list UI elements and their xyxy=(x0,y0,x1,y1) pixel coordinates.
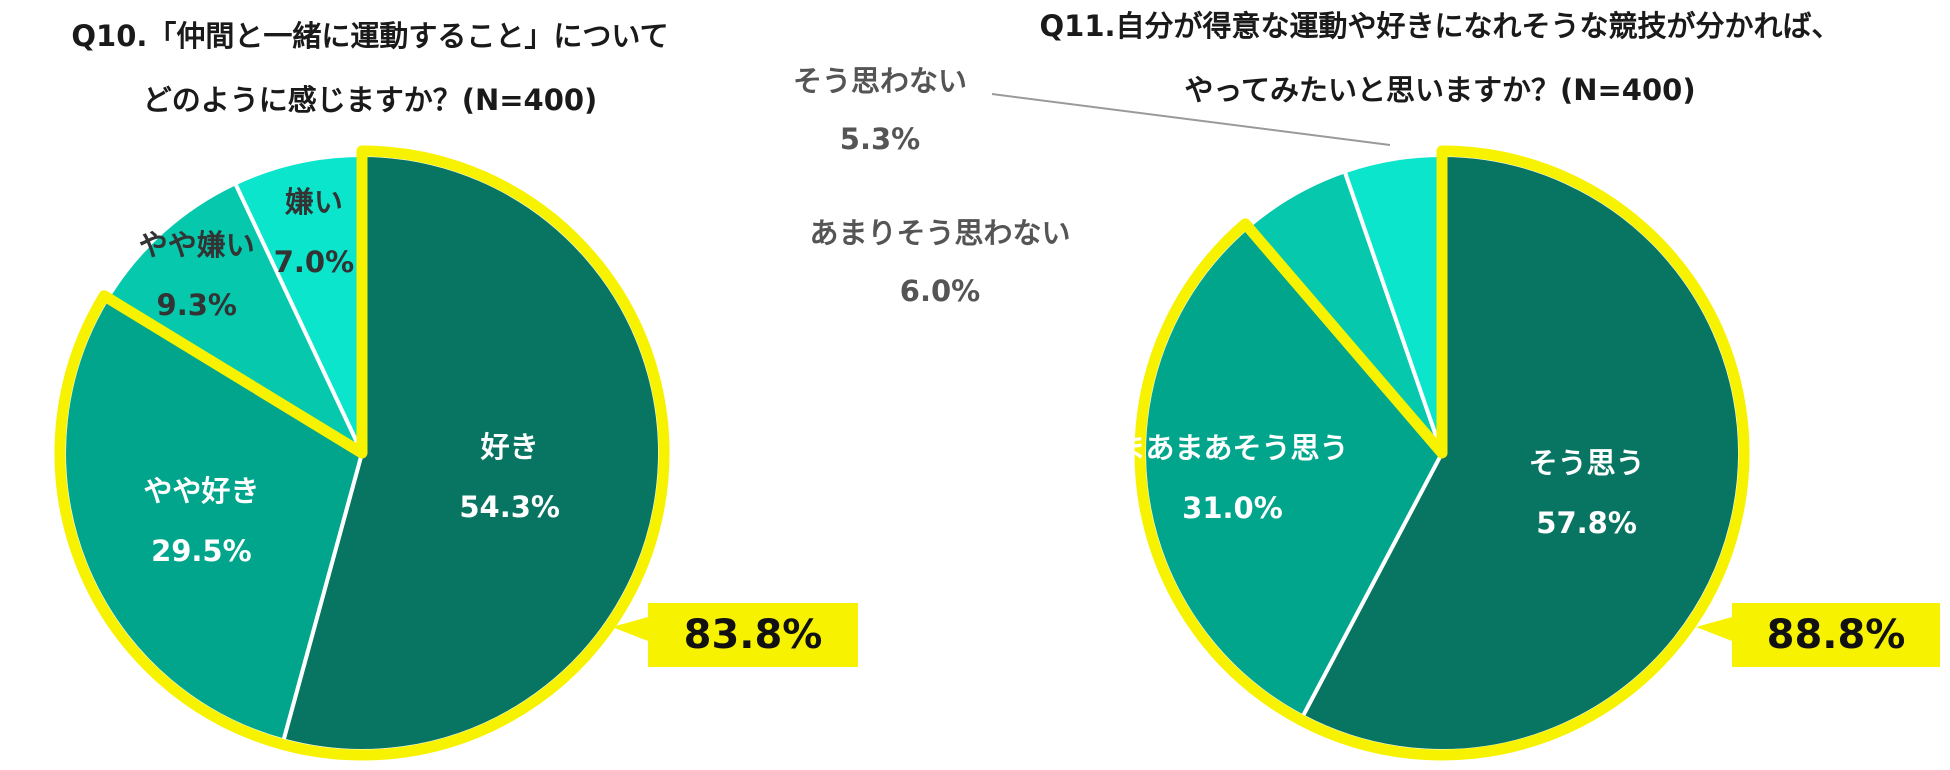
callout-q10-value: 83.8% xyxy=(683,612,823,658)
pie-0-slice-2-label: やや嫌い xyxy=(139,228,255,262)
pie-q11-slice-2-value: 6.0% xyxy=(899,274,981,308)
pie-1-slice-0-label: そう思う xyxy=(1529,446,1645,480)
pie-q11-external-label-2: あまりそう思わない 6.0% xyxy=(760,204,1120,320)
pie-0-highlight-outline xyxy=(54,145,670,761)
pie-1-highlight-outline xyxy=(1134,145,1750,761)
combined-callout-q10: 83.8% xyxy=(612,603,858,667)
pie-0-slice-1-value: 29.5% xyxy=(151,534,252,568)
pie-chart-q10: 好き 54.3% やや好き 29.5% やや嫌い 9.3% 嫌い 7.0% xyxy=(54,145,670,761)
callout-q11-value: 88.8% xyxy=(1766,612,1906,658)
pie-0-slice-0-label: 好き xyxy=(480,430,539,464)
pie-chart-q11: そう思う 57.8% まあまあそう思う 31.0% xyxy=(1116,145,1750,761)
combined-callout-q11: 88.8% xyxy=(1696,603,1940,667)
pie-0-slice-1-label: やや好き xyxy=(143,474,259,508)
pie-1-slice-1-label: まあまあそう思う xyxy=(1116,431,1348,465)
chart-title-q11-line1: Q11.自分が得意な運動や好きになれそうな競技が分かれば、 xyxy=(1039,9,1841,43)
pie-0-slice-3-label: 嫌い xyxy=(285,185,343,219)
chart-title-q10-line1: Q10.「仲間と一緒に運動すること」について xyxy=(71,19,669,53)
pie-q11-external-label-3: そう思わない 5.3% xyxy=(740,52,1020,168)
pie-q11-slice-3-value: 5.3% xyxy=(839,122,921,156)
chart-title-q10: Q10.「仲間と一緒に運動すること」について どのように感じますか？(N=400… xyxy=(20,4,720,132)
chart-title-q11: Q11.自分が得意な運動や好きになれそうな競技が分かれば、 やってみたいと思いま… xyxy=(980,0,1900,122)
chart-title-q10-line2: どのように感じますか？(N=400) xyxy=(142,83,598,117)
callout-bubble-q10 xyxy=(612,603,858,667)
pie-q11-slice-2-label: あまりそう思わない xyxy=(809,216,1071,250)
chart-title-q11-line2: やってみたいと思いますか？(N=400) xyxy=(1184,73,1696,107)
pie-0-slice-2 xyxy=(105,181,364,455)
pie-0-slice-3-value: 7.0% xyxy=(274,245,354,279)
pie-1-slice-0-value: 57.8% xyxy=(1536,506,1637,540)
leader-line-q11-slice-3 xyxy=(991,93,1391,146)
callout-bubble-q11 xyxy=(1696,603,1940,667)
pie-1-slice-1-value: 31.0% xyxy=(1182,491,1283,525)
pie-0-slice-0-value: 54.3% xyxy=(459,490,560,524)
pie-0-slice-2-value: 9.3% xyxy=(157,288,237,322)
pie-q11-slice-3-label: そう思わない xyxy=(792,64,967,98)
